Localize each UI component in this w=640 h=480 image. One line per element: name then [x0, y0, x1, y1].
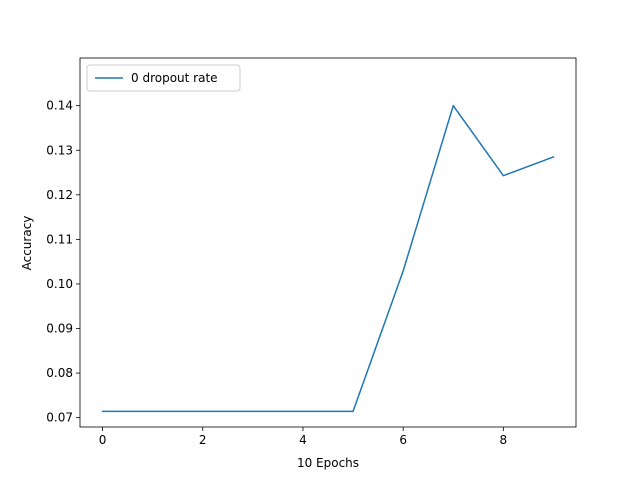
legend-label: 0 dropout rate — [131, 71, 218, 85]
y-tick-label: 0.09 — [46, 322, 73, 336]
y-axis: 0.07 0.08 0.09 0.10 0.11 0.12 0.13 0.14 — [46, 99, 80, 425]
y-tick-label: 0.10 — [46, 277, 73, 291]
y-tick-label: 0.08 — [46, 366, 73, 380]
y-tick-label: 0.07 — [46, 411, 73, 425]
y-axis-label: Accuracy — [20, 216, 34, 271]
plot-area — [79, 57, 577, 428]
y-tick-label: 0.13 — [46, 143, 73, 157]
legend: 0 dropout rate — [86, 64, 241, 92]
x-tick-label: 6 — [399, 433, 407, 447]
x-tick-label: 4 — [299, 433, 307, 447]
x-axis: 0 2 4 6 8 — [99, 427, 507, 447]
series-line — [101, 104, 555, 413]
plot-frame — [79, 57, 577, 428]
series-layer — [101, 104, 555, 413]
legend-box — [86, 64, 241, 92]
x-axis-label: 10 Epochs — [297, 456, 359, 470]
x-tick-label: 8 — [500, 433, 508, 447]
y-tick-label: 0.11 — [46, 232, 73, 246]
y-tick-label: 0.14 — [46, 99, 73, 113]
x-tick-label: 0 — [99, 433, 107, 447]
x-tick-label: 2 — [199, 433, 207, 447]
y-tick-label: 0.12 — [46, 188, 73, 202]
